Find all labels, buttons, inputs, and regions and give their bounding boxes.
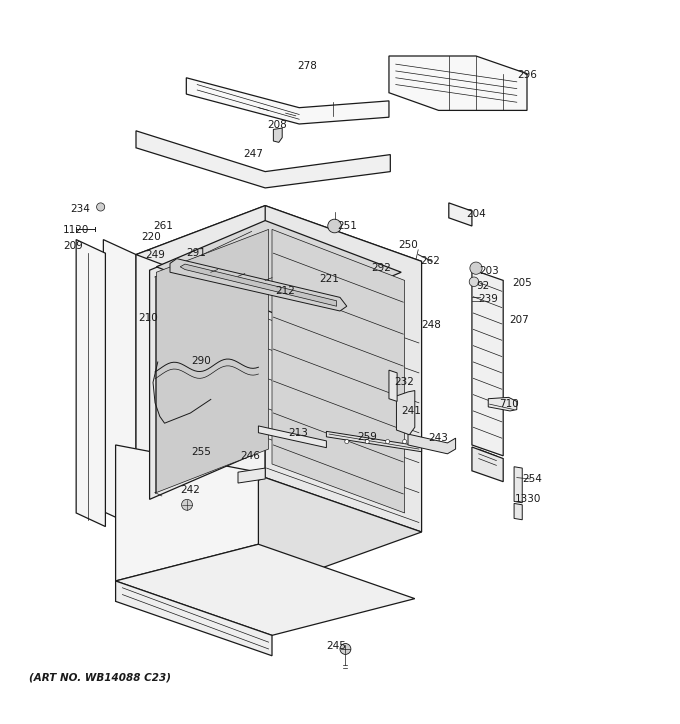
Text: 251: 251 <box>337 221 357 231</box>
Text: 247: 247 <box>243 149 263 159</box>
Polygon shape <box>273 128 282 143</box>
Text: 232: 232 <box>394 377 414 387</box>
Polygon shape <box>408 434 456 454</box>
Polygon shape <box>103 240 136 526</box>
Text: 1120: 1120 <box>63 225 89 235</box>
Text: 1330: 1330 <box>515 494 541 505</box>
Polygon shape <box>150 226 255 500</box>
Circle shape <box>386 439 390 444</box>
Text: 213: 213 <box>288 428 308 438</box>
Circle shape <box>97 203 105 211</box>
Text: 241: 241 <box>401 406 421 416</box>
Polygon shape <box>396 390 415 434</box>
Circle shape <box>340 644 351 654</box>
Circle shape <box>365 439 369 444</box>
Text: 710: 710 <box>498 399 519 409</box>
Polygon shape <box>472 269 503 456</box>
Polygon shape <box>389 370 397 401</box>
Text: 210: 210 <box>138 313 158 324</box>
Polygon shape <box>180 264 337 306</box>
Text: 290: 290 <box>191 355 211 366</box>
Polygon shape <box>326 432 422 452</box>
Circle shape <box>328 219 341 233</box>
Text: 220: 220 <box>141 232 161 242</box>
Polygon shape <box>116 544 415 636</box>
Text: 239: 239 <box>478 295 498 304</box>
Text: (ART NO. WB14088 C23): (ART NO. WB14088 C23) <box>29 673 171 683</box>
Polygon shape <box>116 445 258 581</box>
Polygon shape <box>272 230 405 513</box>
Polygon shape <box>136 206 422 311</box>
Text: 92: 92 <box>476 281 490 291</box>
Polygon shape <box>238 468 265 483</box>
Polygon shape <box>258 426 326 447</box>
Circle shape <box>182 500 192 510</box>
Polygon shape <box>136 206 265 526</box>
Polygon shape <box>514 467 522 502</box>
Text: 243: 243 <box>428 433 448 443</box>
Text: 296: 296 <box>517 70 537 80</box>
Text: 291: 291 <box>186 248 206 258</box>
Polygon shape <box>136 478 422 581</box>
Text: 246: 246 <box>240 451 260 461</box>
Text: 262: 262 <box>420 256 440 266</box>
Text: 254: 254 <box>522 474 542 484</box>
Text: 207: 207 <box>509 315 530 325</box>
Circle shape <box>403 439 407 444</box>
Text: 221: 221 <box>319 274 339 284</box>
Polygon shape <box>156 230 269 492</box>
Polygon shape <box>156 221 401 319</box>
Text: 250: 250 <box>398 240 418 250</box>
Polygon shape <box>449 203 472 226</box>
Circle shape <box>345 439 349 444</box>
Text: 209: 209 <box>63 241 84 251</box>
Text: 212: 212 <box>275 286 296 296</box>
Text: 292: 292 <box>371 263 391 273</box>
Circle shape <box>470 262 482 274</box>
Text: 255: 255 <box>191 447 211 457</box>
Polygon shape <box>170 258 347 311</box>
Text: 203: 203 <box>479 266 500 276</box>
Polygon shape <box>136 131 390 188</box>
Text: 259: 259 <box>357 432 377 442</box>
Polygon shape <box>488 397 517 411</box>
Text: 234: 234 <box>70 204 90 214</box>
Polygon shape <box>186 77 389 124</box>
Text: 204: 204 <box>466 209 486 219</box>
Polygon shape <box>472 447 503 481</box>
Polygon shape <box>116 581 272 656</box>
Text: 249: 249 <box>145 250 165 260</box>
Text: 205: 205 <box>512 278 532 288</box>
Polygon shape <box>389 56 527 110</box>
Circle shape <box>469 277 479 287</box>
Polygon shape <box>76 240 105 526</box>
Text: 242: 242 <box>180 485 201 494</box>
Polygon shape <box>265 206 422 532</box>
Text: 245: 245 <box>326 641 346 652</box>
Text: 248: 248 <box>421 320 441 330</box>
Text: 261: 261 <box>153 221 173 231</box>
Polygon shape <box>514 503 522 520</box>
Text: 278: 278 <box>297 61 318 70</box>
Text: 208: 208 <box>267 120 288 130</box>
